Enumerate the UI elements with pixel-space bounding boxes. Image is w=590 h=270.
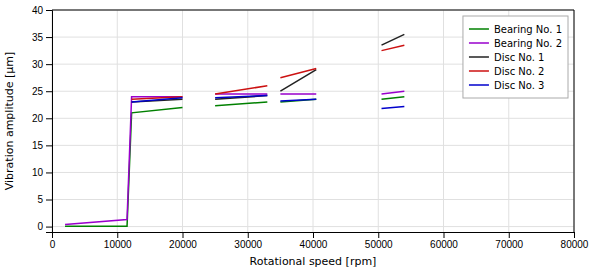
tick-label: 10000 — [104, 239, 132, 250]
tick: 50000 — [365, 232, 393, 250]
series-line — [65, 97, 404, 227]
tick: 80000 — [561, 232, 589, 250]
legend-label: Disc No. 3 — [494, 80, 545, 91]
tick: 40 — [32, 5, 52, 16]
tick-mark — [46, 91, 52, 92]
grid-line — [182, 10, 183, 232]
tick-label: 20 — [32, 113, 44, 124]
tick-mark — [46, 64, 52, 65]
series-line — [132, 34, 405, 102]
tick-mark — [46, 145, 52, 146]
tick-label: 60000 — [430, 239, 458, 250]
tick-label: 10 — [32, 167, 44, 178]
legend-label: Bearing No. 2 — [494, 38, 562, 49]
tick: 10 — [32, 167, 52, 178]
tick: 30000 — [234, 232, 262, 250]
tick-label: 5 — [37, 194, 43, 205]
legend-label: Bearing No. 1 — [494, 24, 562, 35]
tick-label: 25 — [32, 86, 44, 97]
tick-label: 70000 — [495, 239, 523, 250]
axis-line — [46, 11, 53, 233]
tick: 25 — [32, 86, 52, 97]
legend-swatch — [469, 28, 489, 30]
legend-item: Disc No. 3 — [469, 80, 545, 91]
tick: 35 — [32, 32, 52, 43]
lines — [65, 34, 404, 226]
legend-frame — [463, 16, 568, 98]
legend-item: Disc No. 1 — [469, 52, 545, 63]
tick-label: 30 — [32, 59, 44, 70]
tick-label: 50000 — [365, 239, 393, 250]
legend-label: Disc No. 2 — [494, 66, 545, 77]
tick: 0 — [50, 232, 56, 250]
tick: 60000 — [430, 232, 458, 250]
tick-label: 40000 — [300, 239, 328, 250]
tick-mark — [509, 232, 510, 238]
legend-label: Disc No. 1 — [494, 52, 545, 63]
axis-line — [53, 233, 575, 239]
tick: 70000 — [495, 232, 523, 250]
legend-item: Bearing No. 2 — [469, 38, 562, 49]
tick: 10000 — [104, 232, 132, 250]
y-axis: 0 5 10 15 20 25 30 35 40 — [32, 5, 53, 233]
tick-mark — [313, 232, 314, 238]
grid — [52, 10, 574, 232]
tick-label: 80000 — [561, 239, 589, 250]
tick-label: 35 — [32, 32, 44, 43]
tick-label: 0 — [37, 221, 43, 232]
tick-mark — [46, 172, 52, 173]
chart: 0 10000 20000 30000 40000 50000 60000 70000 8000… — [0, 0, 590, 270]
grid-line — [313, 10, 314, 232]
legend-item: Disc No. 2 — [469, 66, 545, 77]
tick-mark — [46, 227, 52, 228]
grid-line — [378, 10, 379, 232]
tick: 20000 — [169, 232, 197, 250]
plot: 0 10000 20000 30000 40000 50000 60000 70000 8000… — [32, 5, 589, 250]
tick-mark — [46, 200, 52, 201]
series-line — [65, 91, 404, 224]
legend: Bearing No. 1 Bearing No. 2 Disc No. 1 Disc… — [463, 16, 568, 98]
tick: 30 — [32, 59, 52, 70]
tick-label: 20000 — [169, 239, 197, 250]
tick-mark — [183, 232, 184, 238]
grid-line — [247, 10, 248, 232]
grid-line — [52, 172, 574, 173]
tick-mark — [46, 10, 52, 11]
series-line — [132, 96, 405, 109]
legend-swatch — [469, 56, 489, 58]
tick-mark — [46, 118, 52, 119]
grid-line — [52, 199, 574, 200]
grid-line — [443, 10, 444, 232]
tick-label: 0 — [50, 239, 56, 250]
tick: 20 — [32, 113, 52, 124]
legend-swatch — [469, 70, 489, 72]
grid-line — [117, 10, 118, 232]
tick: 0 — [37, 221, 52, 232]
tick-mark — [378, 232, 379, 238]
tick: 40000 — [300, 232, 328, 250]
tick: 5 — [37, 194, 52, 205]
tick: 15 — [32, 140, 52, 151]
y-axis-title: Vibration amplitude [μm] — [3, 52, 16, 191]
tick-label: 15 — [32, 140, 44, 151]
x-axis: 0 10000 20000 30000 40000 50000 60000 70000 8000… — [50, 232, 589, 250]
legend-swatch — [469, 84, 489, 86]
series-line — [132, 45, 405, 99]
tick-label: 30000 — [234, 239, 262, 250]
grid-line — [574, 10, 575, 232]
x-axis-title: Rotational speed [rpm] — [250, 255, 377, 268]
tick-label: 40 — [32, 5, 44, 16]
grid-line — [52, 226, 574, 227]
frame — [52, 10, 574, 11]
legend-swatch — [469, 42, 489, 44]
frame — [574, 10, 575, 232]
tick-mark — [117, 232, 118, 238]
legend-item: Bearing No. 1 — [469, 24, 562, 35]
grid-line — [52, 10, 574, 11]
tick-mark — [444, 232, 445, 238]
tick-mark — [248, 232, 249, 238]
tick-mark — [46, 37, 52, 38]
tick-mark — [574, 232, 575, 238]
